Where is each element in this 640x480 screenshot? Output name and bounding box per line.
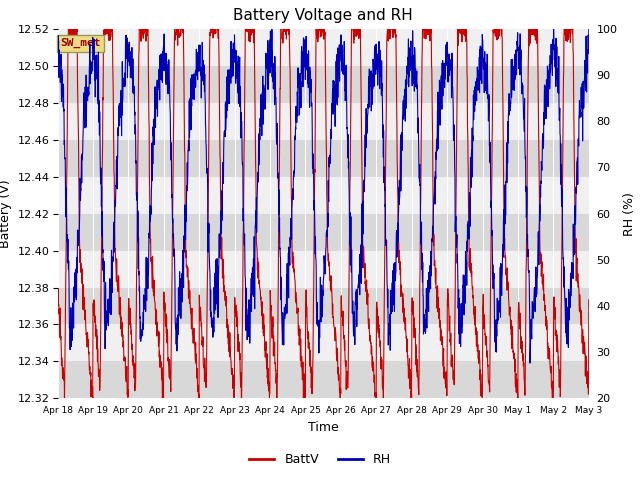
Bar <box>58 29 589 66</box>
Legend: BattV, RH: BattV, RH <box>244 448 396 471</box>
Bar <box>58 177 589 214</box>
Bar <box>58 251 589 288</box>
Bar <box>58 66 589 103</box>
Bar <box>58 288 589 324</box>
Bar <box>58 214 589 251</box>
Bar <box>58 324 589 361</box>
Y-axis label: RH (%): RH (%) <box>623 192 636 236</box>
Bar <box>58 103 589 140</box>
X-axis label: Time: Time <box>308 420 339 433</box>
Bar <box>58 361 589 398</box>
Text: SW_met: SW_met <box>60 38 100 48</box>
Y-axis label: Battery (V): Battery (V) <box>0 180 12 248</box>
Bar <box>58 140 589 177</box>
Title: Battery Voltage and RH: Battery Voltage and RH <box>234 9 413 24</box>
